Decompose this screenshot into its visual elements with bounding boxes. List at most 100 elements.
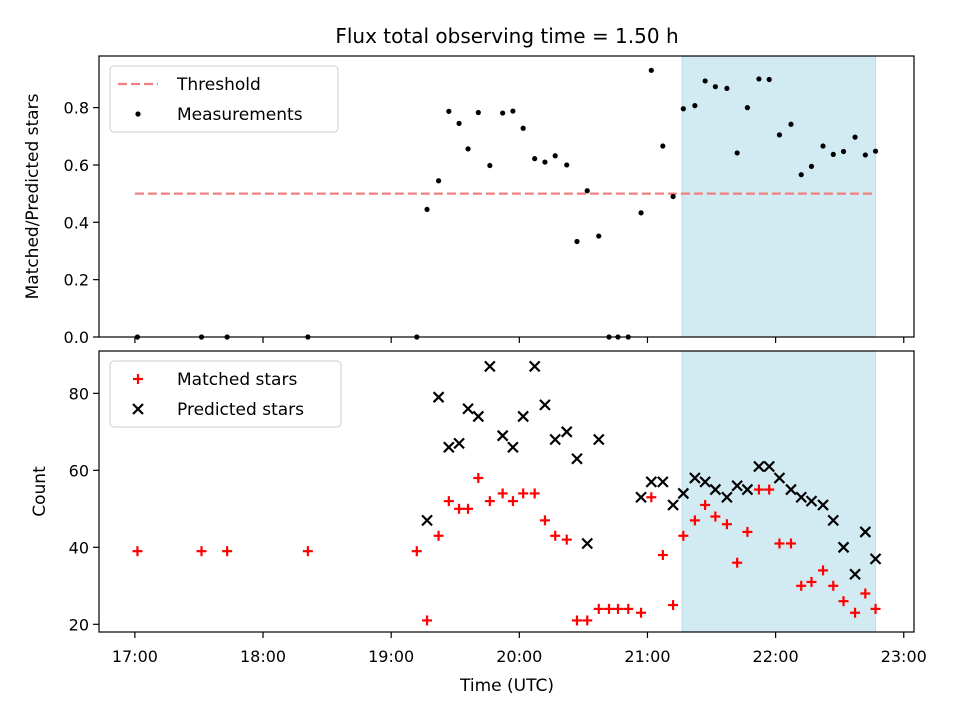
- x-stroke-2: [721, 491, 733, 504]
- x-tick-label: 23:00: [881, 647, 927, 666]
- data-point: [592, 433, 605, 446]
- data-point: [657, 476, 669, 488]
- data-point: [593, 603, 604, 614]
- count-panel: 20 40 60 80 17:00 18:00 19:00 20:00 21:00 22:00 23…: [30, 350, 927, 666]
- x-stroke-2: [592, 433, 605, 446]
- data-point: [860, 588, 871, 599]
- x-tick-label: 20:00: [496, 647, 542, 666]
- x-tick-label: 18:00: [240, 647, 286, 666]
- y-tick-label: 0.6: [64, 156, 89, 175]
- x-stroke-2: [869, 553, 882, 565]
- x-stroke-2: [496, 429, 509, 442]
- data-point: [507, 441, 519, 454]
- x-stroke-2: [472, 410, 485, 423]
- data-point: [222, 546, 233, 557]
- data-point: [660, 143, 666, 149]
- data-point: [596, 233, 602, 239]
- data-point: [850, 607, 861, 618]
- y-tick-label: 80: [69, 384, 89, 403]
- legend-swatch-dot: [135, 111, 141, 117]
- x-stroke-2: [827, 514, 840, 527]
- data-point: [446, 108, 452, 114]
- data-point: [462, 402, 474, 415]
- data-point: [549, 433, 561, 446]
- x-stroke-2: [484, 360, 496, 373]
- data-point: [645, 476, 658, 488]
- x-stroke-2: [859, 526, 872, 538]
- x-stroke-2: [677, 487, 690, 500]
- x-stroke-2: [731, 479, 743, 492]
- legend-swatch-x: [132, 403, 144, 415]
- data-point: [689, 515, 700, 526]
- data-point: [648, 67, 654, 73]
- x-stroke-2: [635, 491, 647, 504]
- legend: Threshold Measurements: [109, 65, 339, 133]
- legend-label: Matched stars: [177, 370, 297, 390]
- legend-label: Measurements: [177, 105, 303, 125]
- y-tick-label: 0.4: [64, 213, 89, 232]
- data-point: [472, 410, 485, 423]
- data-point: [741, 483, 754, 496]
- data-point: [827, 514, 840, 527]
- axes-frame: [98, 350, 915, 633]
- data-point: [507, 496, 518, 507]
- data-point: [724, 85, 730, 92]
- data-point: [612, 603, 623, 614]
- x-stroke-2: [849, 568, 861, 581]
- y-tick-label: 20: [69, 615, 89, 634]
- x-stroke-2: [763, 460, 775, 473]
- data-point: [830, 151, 836, 157]
- data-point: [520, 125, 526, 131]
- data-point: [473, 473, 484, 484]
- data-point: [453, 437, 465, 450]
- data-point: [742, 526, 753, 537]
- data-point: [806, 576, 817, 587]
- legend: Matched stars Predicted stars: [109, 360, 342, 428]
- data-point: [571, 453, 583, 465]
- data-point: [785, 483, 797, 496]
- data-point: [582, 615, 593, 626]
- data-point: [753, 484, 764, 495]
- data-point: [456, 120, 462, 126]
- x-stroke-2: [453, 437, 465, 450]
- x-stroke-2: [560, 426, 573, 438]
- data-point: [870, 603, 881, 614]
- data-point: [818, 565, 829, 576]
- data-point: [869, 553, 882, 565]
- data-point: [657, 550, 668, 561]
- y-tick-label: 0.8: [64, 99, 89, 118]
- data-point: [454, 503, 465, 514]
- data-point: [774, 538, 785, 549]
- data-point: [692, 103, 698, 109]
- x-stroke-2: [462, 402, 474, 415]
- data-point: [805, 495, 818, 507]
- series-matched-stars: [132, 473, 881, 626]
- data-point: [788, 121, 794, 127]
- data-point: [550, 530, 561, 541]
- data-point: [776, 132, 783, 138]
- x-stroke-2: [432, 391, 445, 403]
- y-tick-label: 40: [69, 538, 89, 557]
- x-stroke-2: [517, 410, 529, 423]
- data-point: [132, 546, 143, 557]
- data-point: [702, 78, 708, 84]
- data-point: [785, 538, 796, 549]
- data-point: [862, 152, 868, 158]
- data-point: [795, 491, 808, 504]
- data-point: [432, 391, 445, 403]
- data-point: [638, 210, 644, 216]
- data-point: [497, 488, 508, 499]
- data-point: [700, 499, 711, 510]
- data-point: [731, 479, 743, 492]
- legend-box: [109, 360, 342, 428]
- x-stroke-2: [741, 483, 754, 496]
- x-stroke-2: [443, 441, 455, 454]
- data-point: [623, 603, 634, 614]
- data-point: [518, 488, 529, 499]
- data-point: [411, 546, 422, 557]
- data-point: [475, 109, 481, 116]
- data-point: [510, 108, 516, 114]
- x-stroke-2: [795, 491, 808, 504]
- data-point: [838, 596, 849, 607]
